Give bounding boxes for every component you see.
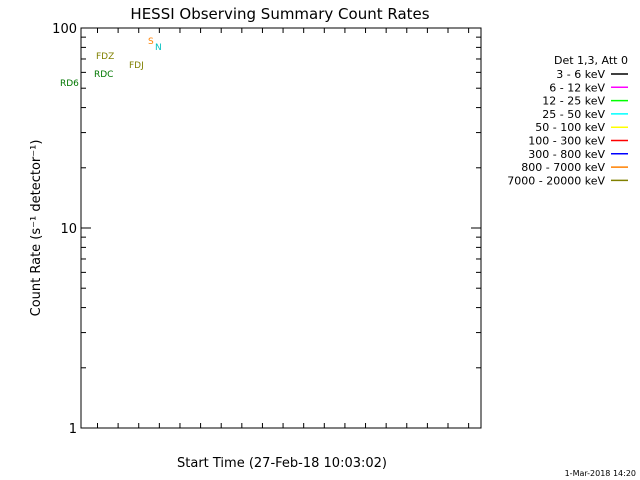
legend-label: 50 - 100 keV bbox=[535, 121, 605, 134]
plot-frame bbox=[80, 27, 482, 429]
flag-label: N bbox=[155, 43, 162, 53]
y-tick-label: 100 bbox=[52, 22, 77, 37]
axis-layer: 11010010:1510:3010:4511:0011:1511:30 bbox=[52, 22, 482, 437]
footer-timestamp: 1-Mar-2018 14:20 bbox=[565, 469, 636, 478]
flag-label: FDJ bbox=[129, 61, 144, 71]
flag-label: FDZ bbox=[96, 52, 114, 62]
y-tick-label: 10 bbox=[60, 222, 77, 237]
flag-label: RD6 bbox=[60, 79, 79, 89]
flag-label: RDC bbox=[94, 70, 113, 80]
flag-layer: FDZ FDJ RDC RD6 SN bbox=[60, 37, 162, 89]
legend-label: 3 - 6 keV bbox=[556, 68, 605, 81]
y-axis-label: Count Rate (s⁻¹ detector⁻¹) bbox=[29, 140, 44, 317]
legend-label: 7000 - 20000 keV bbox=[507, 174, 605, 187]
legend-header: Det 1,3, Att 0 bbox=[554, 54, 628, 67]
x-axis-label: Start Time (27-Feb-18 10:03:02) bbox=[177, 456, 387, 471]
legend-label: 12 - 25 keV bbox=[542, 95, 605, 108]
legend-label: 300 - 800 keV bbox=[528, 148, 605, 161]
legend-label: 6 - 12 keV bbox=[549, 81, 605, 94]
legend-label: 100 - 300 keV bbox=[528, 135, 605, 148]
y-tick-label: 1 bbox=[69, 422, 77, 437]
legend-label: 25 - 50 keV bbox=[542, 108, 605, 121]
flag-label: S bbox=[148, 37, 154, 47]
chart-title: HESSI Observing Summary Count Rates bbox=[130, 5, 429, 23]
legend-label: 800 - 7000 keV bbox=[521, 161, 605, 174]
